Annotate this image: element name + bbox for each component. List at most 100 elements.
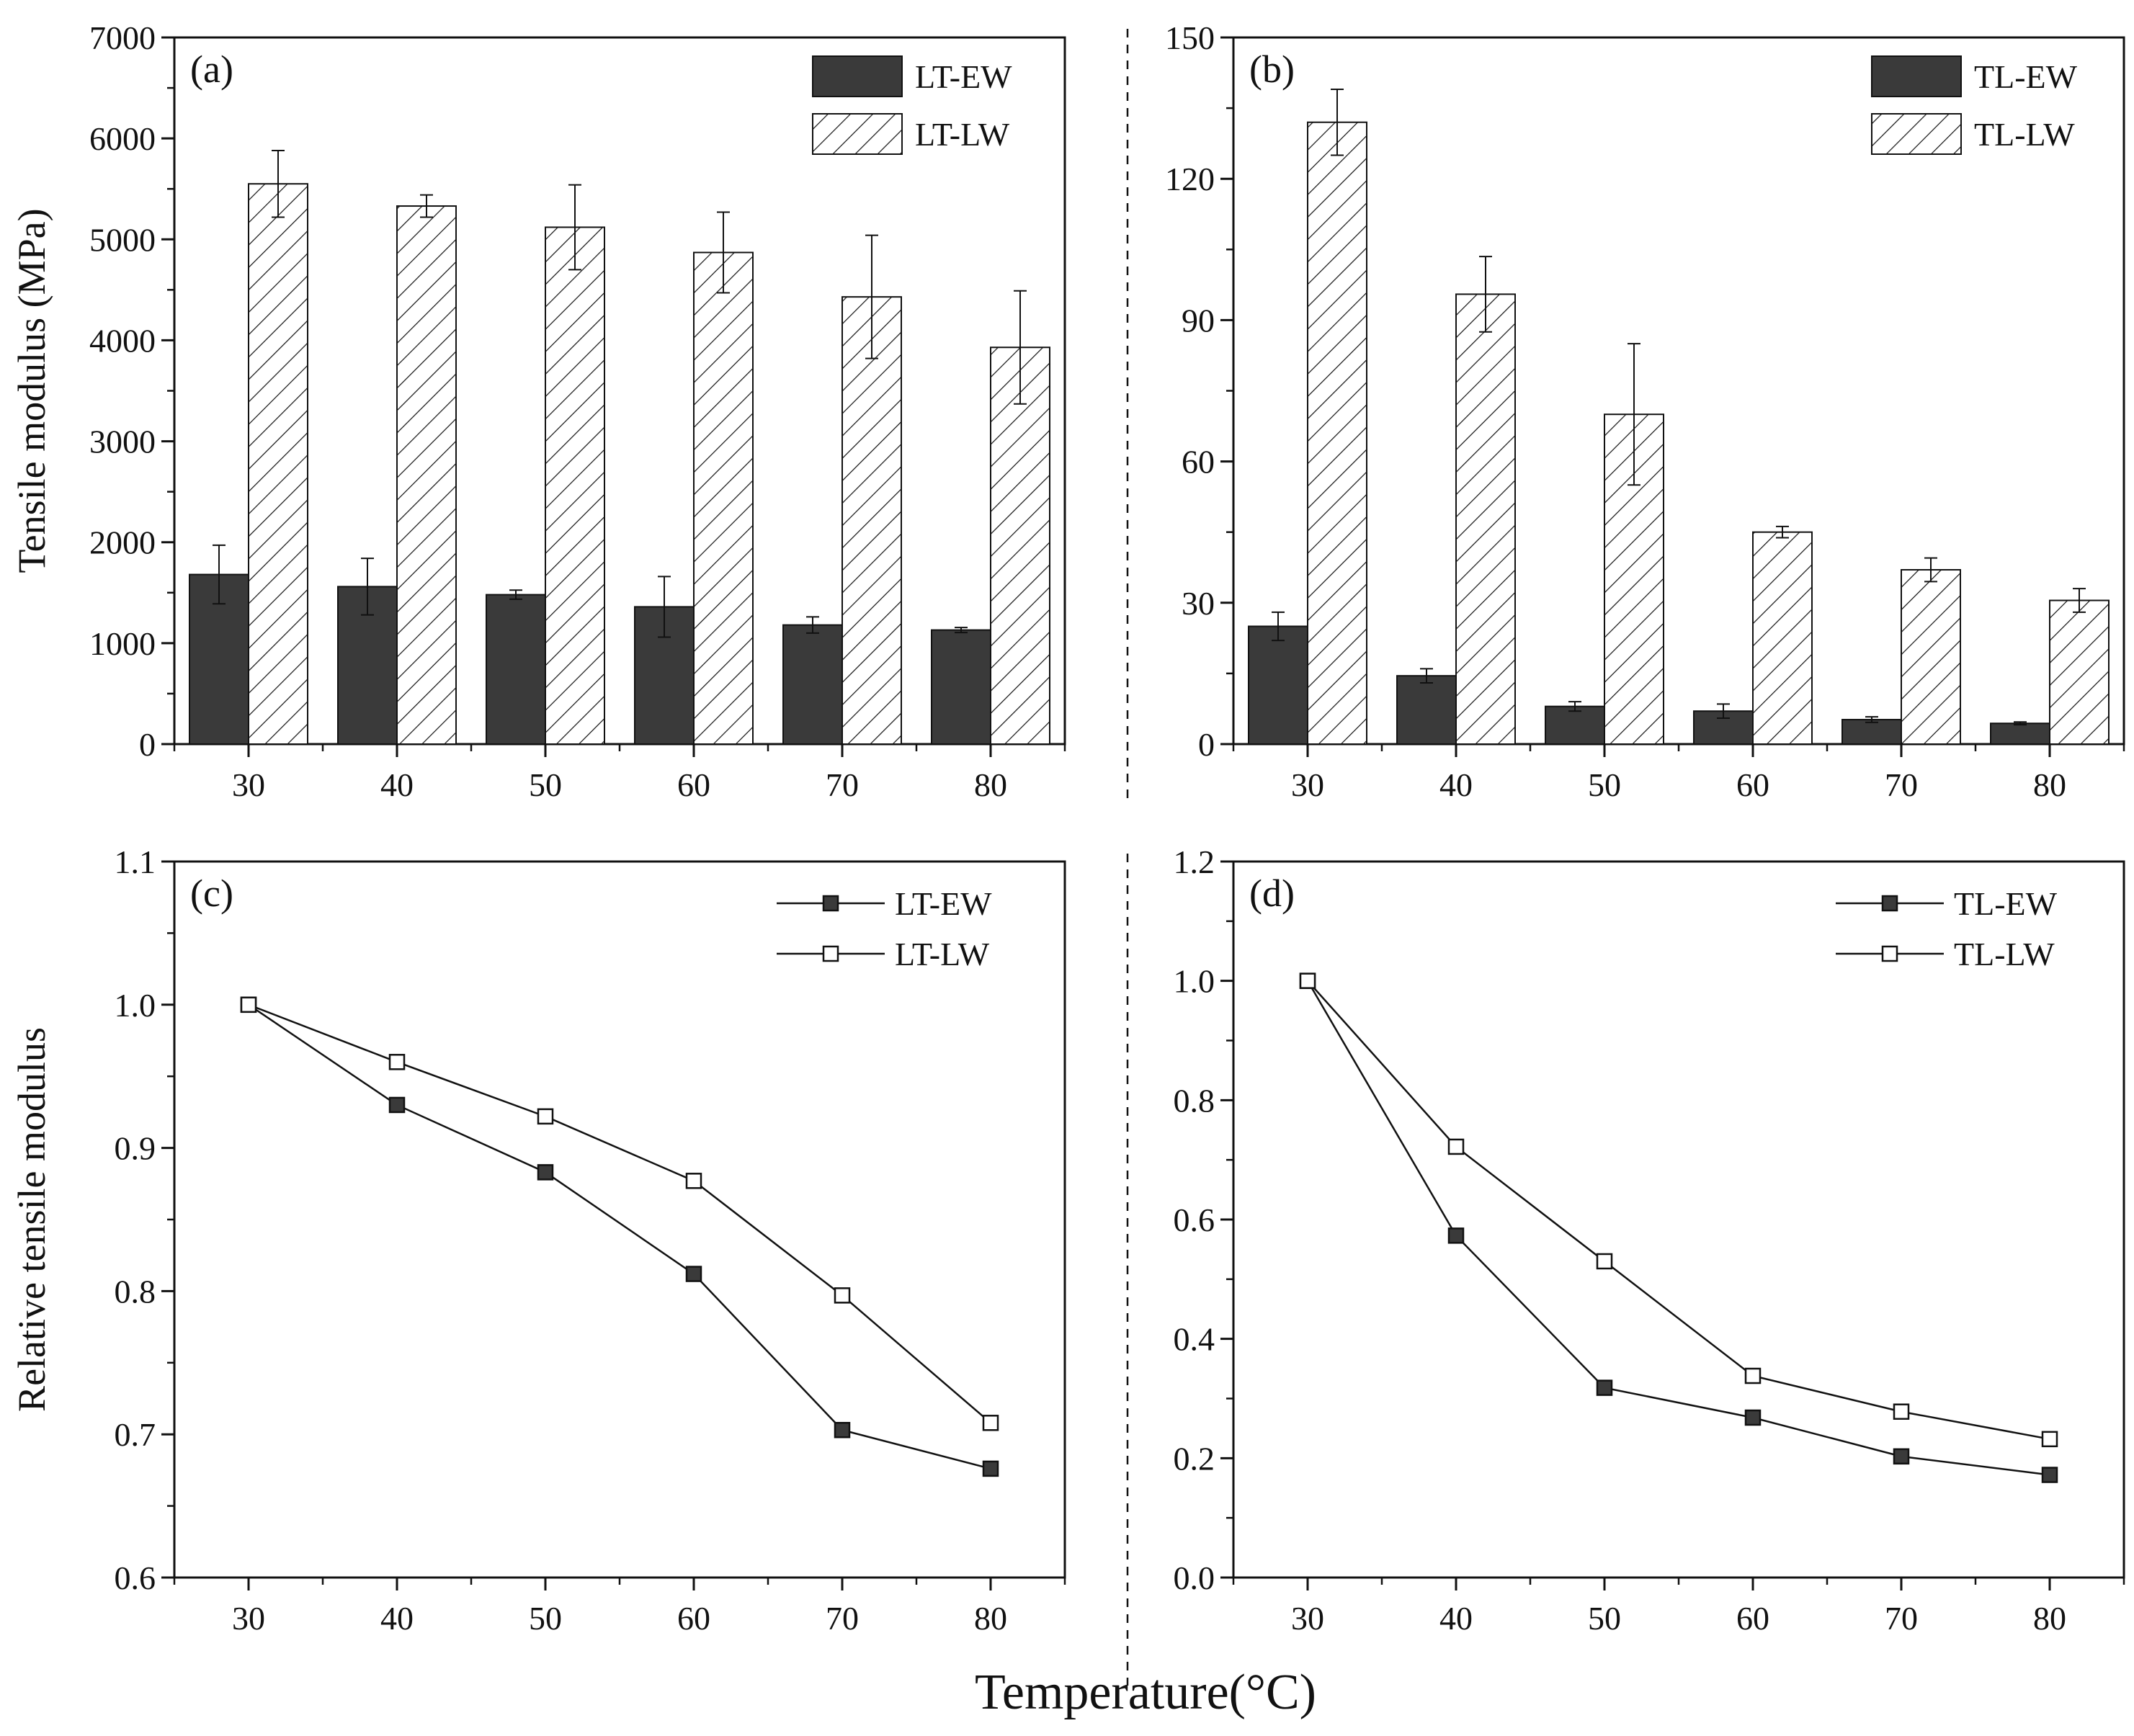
x-tick-label: 50	[529, 766, 562, 803]
bar-lt-lw	[248, 183, 308, 745]
x-tick-label: 80	[2033, 1600, 2066, 1637]
y-tick-label: 7000	[89, 19, 156, 56]
y-tick-label: 4000	[89, 322, 156, 359]
x-tick-label: 30	[1291, 1600, 1324, 1637]
y-tick-label: 0.0	[1174, 1560, 1215, 1596]
y-axis-label: Relative tensile modulus	[10, 1027, 53, 1412]
legend-marker	[822, 945, 839, 962]
x-tick-label: 70	[826, 1600, 859, 1637]
x-tick-label: 70	[826, 766, 859, 803]
x-tick-label: 40	[380, 766, 414, 803]
marker-tl-lw	[1299, 972, 1316, 989]
y-tick-label: 0	[1198, 726, 1215, 763]
marker-lt-lw	[685, 1173, 702, 1189]
marker-lt-lw	[240, 996, 257, 1014]
marker-tl-lw	[1744, 1367, 1762, 1384]
y-tick-label: 0.6	[1174, 1202, 1215, 1238]
marker-tl-lw	[1447, 1138, 1465, 1155]
y-tick-label: 0.2	[1174, 1440, 1215, 1477]
bar-lt-ew	[782, 624, 843, 745]
marker-lt-ew	[982, 1460, 999, 1477]
legend-label: LT-EW	[895, 885, 992, 922]
y-tick-label: 150	[1165, 19, 1215, 56]
bar-tl-ew	[1248, 625, 1308, 745]
panel-b: 0 30 60 90 120 150 30 40 50 60 70 80 (b) TL-EW TL-LW	[1165, 19, 2125, 803]
y-tick-label: 90	[1182, 302, 1215, 339]
panel-label: (b)	[1249, 48, 1295, 91]
x-tick-label: 50	[1588, 766, 1621, 803]
x-tick-label: 30	[232, 766, 265, 803]
legend-swatch	[812, 55, 903, 97]
panel-label: (a)	[190, 48, 233, 91]
x-tick-label: 60	[677, 766, 710, 803]
legend-label: LT-EW	[915, 58, 1012, 95]
bar-lt-ew	[931, 629, 991, 745]
legend-label: LT-LW	[915, 116, 1010, 153]
y-tick-label: 2000	[89, 524, 156, 561]
y-tick-label: 1.1	[115, 844, 156, 880]
x-tick-label: 40	[1439, 1600, 1473, 1637]
y-tick-label: 6000	[89, 120, 156, 157]
marker-lt-ew	[834, 1421, 851, 1439]
bar-tl-lw	[1455, 293, 1516, 745]
legend-marker	[822, 895, 839, 912]
marker-lt-lw	[388, 1054, 406, 1070]
panel-label: (d)	[1249, 872, 1295, 915]
x-tick-label: 30	[232, 1600, 265, 1637]
bar-tl-ew	[1545, 705, 1605, 745]
y-axis-label: Tensile modulus (MPa)	[10, 208, 53, 573]
y-tick-label: 1000	[89, 625, 156, 662]
y-tick-label: 0.8	[1174, 1082, 1215, 1119]
series-line-lt-ew	[248, 1003, 991, 1470]
series-line-lt-lw	[248, 1003, 991, 1424]
x-tick-label: 60	[1736, 766, 1769, 803]
marker-lt-ew	[685, 1266, 702, 1282]
panel-label: (c)	[190, 872, 233, 915]
panel-c: 0.6 0.7 0.8 0.9 1.0 1.1 30 40 50 60 70 80 Relative t…	[10, 844, 1066, 1637]
marker-lt-lw	[982, 1415, 999, 1431]
legend-marker	[1881, 895, 1898, 912]
marker-lt-ew	[388, 1096, 406, 1114]
legend-swatch	[1871, 55, 1962, 97]
legend-label: TL-EW	[1954, 885, 2058, 922]
bar-tl-ew	[1990, 722, 2050, 745]
bar-lt-lw	[545, 226, 605, 745]
marker-tl-lw	[1596, 1253, 1613, 1270]
y-tick-label: 1.0	[115, 987, 156, 1024]
y-tick-label: 60	[1182, 444, 1215, 480]
y-tick-label: 0.8	[115, 1273, 156, 1310]
y-tick-label: 1.0	[1174, 963, 1215, 1000]
x-tick-label: 60	[677, 1600, 710, 1637]
x-tick-label: 60	[1736, 1600, 1769, 1637]
panel-d: 0.0 0.2 0.4 0.6 0.8 1.0 1.2 30 40 50 60 70 80 (d) TL-E…	[1174, 844, 2125, 1637]
y-tick-label: 0.4	[1174, 1321, 1215, 1358]
bar-tl-ew	[1396, 675, 1457, 745]
marker-tl-lw	[1893, 1403, 1910, 1420]
legend-swatch	[812, 113, 903, 155]
bar-lt-lw	[396, 205, 457, 745]
bar-tl-ew	[1841, 718, 1902, 746]
y-tick-label: 30	[1182, 585, 1215, 622]
bar-tl-lw	[1752, 531, 1813, 745]
marker-lt-ew	[537, 1164, 554, 1181]
y-tick-label: 3000	[89, 424, 156, 460]
bar-lt-lw	[693, 251, 754, 745]
x-tick-label: 70	[1885, 766, 1918, 803]
x-tick-label: 80	[2033, 766, 2066, 803]
y-tick-label: 0.7	[115, 1416, 156, 1453]
marker-lt-lw	[537, 1108, 554, 1125]
marker-tl-ew	[1744, 1409, 1762, 1426]
legend-label: TL-EW	[1974, 58, 2078, 95]
legend-label: TL-LW	[1954, 936, 2055, 972]
marker-lt-lw	[834, 1287, 851, 1304]
legend-marker	[1881, 945, 1898, 962]
x-tick-label: 80	[974, 766, 1007, 803]
marker-tl-ew	[1596, 1379, 1613, 1396]
bar-tl-lw	[1901, 569, 1961, 746]
legend-label: LT-LW	[895, 936, 990, 972]
marker-tl-lw	[2041, 1431, 2058, 1448]
marker-tl-ew	[1447, 1227, 1465, 1244]
series-line-tl-ew	[1306, 980, 2050, 1476]
series-line-tl-lw	[1307, 980, 2050, 1441]
marker-tl-ew	[1893, 1448, 1910, 1465]
